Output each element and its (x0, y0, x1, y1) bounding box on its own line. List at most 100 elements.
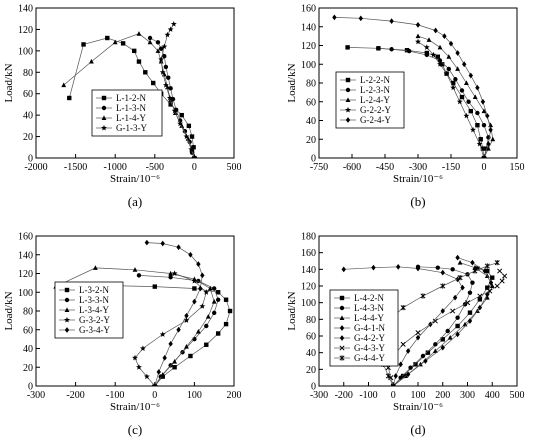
data-point (499, 278, 505, 284)
data-point (451, 80, 456, 86)
y-tick-label: 80 (306, 79, 316, 90)
data-point (358, 15, 363, 22)
data-point (494, 260, 500, 266)
x-axis-label: Strain/10⁻⁶ (110, 401, 160, 413)
data-point (204, 323, 209, 329)
y-tick-label: 180 (301, 232, 316, 243)
data-point (485, 268, 490, 274)
panel-2: -750 -600 -450 -300 -150 0 150 0 20 40 60 80 100 120 1… (286, 4, 525, 210)
legend-marker (339, 325, 345, 331)
y-tick-label: 100 (18, 288, 33, 299)
data-point (464, 300, 471, 306)
data-point (408, 365, 413, 370)
y-tick-label: 140 (18, 250, 33, 261)
data-point (423, 44, 430, 50)
panel-4: -300 -200 -100 0 100 200 300 400 500 0 20 40 60 80 100… (286, 232, 525, 438)
data-point (89, 58, 94, 64)
data-point (407, 48, 412, 54)
x-tick-label: -200 (335, 390, 353, 401)
data-point (171, 107, 178, 114)
x-axis-label: Strain/10⁻⁶ (393, 173, 443, 185)
data-point (455, 323, 460, 329)
data-point (168, 340, 173, 347)
x-tick-label: -100 (106, 390, 124, 401)
data-point (215, 297, 221, 302)
data-point (466, 99, 471, 104)
data-point (443, 70, 450, 77)
legend-label: G-1-3-Y (116, 123, 147, 133)
legend-marker (339, 315, 345, 320)
data-point (413, 362, 418, 367)
y-tick-label: 160 (301, 4, 316, 15)
data-point (450, 308, 456, 314)
data-point (445, 328, 450, 334)
x-tick-label: 0 (192, 162, 197, 173)
y-axis-label: Load/kN (286, 291, 298, 330)
y-tick-label: 20 (306, 135, 316, 146)
legend: L-1-2-NL-1-3-NL-1-4-YG-1-3-Y (91, 89, 163, 137)
legend: L-3-2-NL-3-3-NL-3-4-YG-3-2-YG-3-4-Y (54, 281, 124, 339)
x-tick-label: 100 (411, 390, 426, 401)
x-tick-label: -450 (376, 162, 394, 173)
data-point (456, 98, 463, 105)
data-point (437, 44, 443, 50)
data-point (162, 54, 167, 59)
data-point (385, 373, 391, 379)
data-point (400, 305, 406, 311)
data-point (423, 358, 428, 364)
data-point (207, 285, 213, 291)
legend-label: L-4-3-N (354, 303, 384, 313)
data-point (462, 61, 467, 68)
data-point (183, 133, 190, 140)
data-point (67, 95, 72, 101)
data-point (184, 343, 189, 349)
data-point (484, 295, 490, 300)
data-point (136, 364, 142, 370)
panel-1: -2000 -1500 -1000 -500 0 500 0 20 40 60 80 100 120 14… (3, 4, 242, 210)
series-line (393, 262, 493, 386)
data-point (497, 268, 503, 274)
data-point (446, 54, 452, 59)
data-point (482, 268, 488, 274)
y-tick-label: 60 (23, 89, 33, 100)
data-point (463, 112, 470, 119)
legend-marker (101, 95, 107, 101)
data-point (172, 358, 178, 364)
data-point (475, 110, 480, 116)
y-tick-label: 100 (18, 46, 33, 57)
panel-label: (a) (128, 194, 142, 209)
data-point (455, 50, 460, 56)
x-tick-label: -300 (27, 390, 45, 401)
data-point (460, 284, 465, 291)
legend-marker (339, 345, 345, 351)
legend-label: L-2-3-N (360, 85, 390, 95)
data-point (415, 330, 421, 336)
data-point (158, 46, 164, 51)
data-point (452, 294, 458, 301)
data-point (432, 348, 438, 353)
panel-label: (d) (410, 422, 425, 437)
y-tick-label: 0 (28, 154, 33, 165)
data-point (467, 310, 473, 315)
data-point (167, 26, 174, 32)
series-line (146, 242, 203, 386)
y-tick-label: 60 (23, 325, 33, 336)
panel-label: (c) (128, 422, 142, 437)
legend-label: L-3-4-Y (79, 305, 109, 315)
data-point (437, 58, 443, 63)
data-point (475, 266, 480, 271)
data-point (136, 273, 142, 278)
data-point (446, 66, 451, 72)
data-point (227, 308, 233, 314)
data-point (470, 259, 475, 266)
data-point (415, 33, 421, 39)
data-point (192, 298, 197, 305)
data-point (61, 82, 67, 88)
data-point (477, 304, 483, 311)
data-point (155, 40, 161, 45)
data-point (204, 342, 209, 347)
legend-marker (339, 295, 345, 301)
data-point (211, 298, 217, 304)
data-point (398, 361, 403, 368)
data-point (172, 365, 177, 370)
